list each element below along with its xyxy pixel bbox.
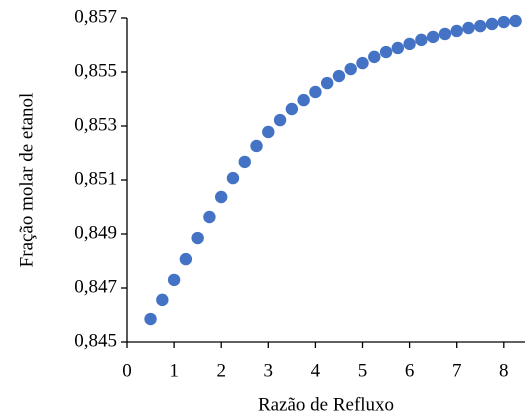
x-tick-label: 4 [311,360,321,381]
point [509,14,522,28]
x-tick-label: 0 [122,360,132,381]
point [403,37,416,51]
point [226,171,240,185]
x-tick-label: 5 [358,360,368,381]
x-tick-label: 3 [264,360,274,381]
x-tick-label: 1 [169,360,179,381]
point [320,76,334,90]
point [156,293,169,307]
point [438,27,452,41]
point [344,62,357,76]
point [379,45,393,59]
y-tick-label: 0,847 [74,276,117,297]
point [297,93,310,107]
point [144,312,157,326]
y-tick-label: 0,845 [74,330,117,351]
point [191,231,204,245]
point [426,30,440,44]
x-tick-label: 2 [216,360,226,381]
x-tick-label: 8 [499,360,509,381]
point [273,113,287,127]
x-tick-label: 6 [405,360,415,381]
y-tick-label: 0,855 [74,60,117,81]
point [391,41,405,55]
point [356,56,369,70]
point [474,19,487,33]
y-tick-label: 0,857 [74,6,117,27]
point [497,15,511,29]
y-tick-label: 0,849 [74,222,117,243]
point [332,69,346,83]
point [415,33,428,47]
y-tick-label: 0,851 [74,168,117,189]
point [238,155,251,169]
x-axis-label: Razão de Refluxo [258,394,394,415]
x-tick-label: 7 [452,360,462,381]
point [203,210,216,224]
point [309,85,322,99]
y-tick-label: 0,853 [74,114,117,135]
point [368,50,381,64]
point [179,252,193,266]
point [250,139,263,153]
point [285,102,299,116]
point [215,190,228,204]
point [462,21,475,35]
point [485,17,499,31]
y-axis-label: Fração molar de etanol [16,93,37,268]
point [450,24,463,38]
point [167,273,181,287]
point [262,125,275,139]
